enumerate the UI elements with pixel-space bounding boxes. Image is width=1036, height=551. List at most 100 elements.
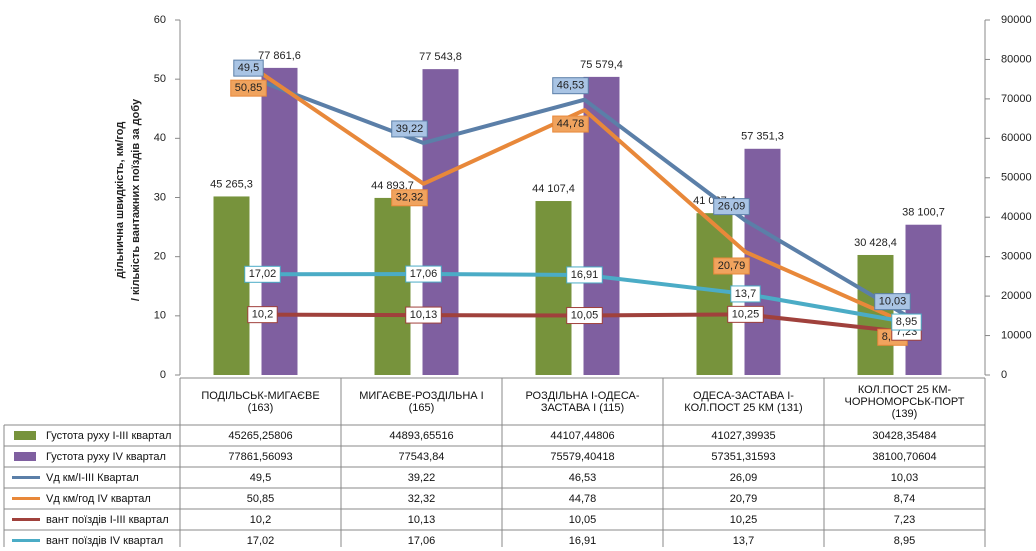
bar-label: 44 893,7: [371, 180, 414, 192]
table-cell: 17,06: [407, 534, 436, 547]
label-box: [405, 265, 442, 283]
x-tick-label: КОЛ.ПОСТ 25 КМ- ЧОРНОМОРСЬК-ПОРТ (139): [844, 383, 965, 420]
table-cell: 13,7: [732, 534, 755, 547]
table-cell: 10,25: [729, 513, 758, 526]
legend-label: Vд км/I-III Квартал: [46, 471, 139, 484]
table-cell: 44107,44806: [550, 429, 615, 442]
table-cell: 75579,40418: [550, 450, 615, 463]
table-cell: 32,32: [407, 492, 436, 505]
line-label: 16,91: [571, 269, 599, 281]
bar: [374, 197, 411, 375]
line: [261, 72, 908, 326]
line-label: 20,79: [718, 260, 746, 272]
table-cell: 17,02: [246, 534, 275, 547]
table-cell: 10,05: [568, 513, 597, 526]
bar-label: 75 579,4: [580, 59, 623, 71]
y-tick-label: 40: [154, 132, 166, 144]
table-cell: 46,53: [568, 471, 597, 484]
label-box: [552, 77, 589, 95]
line-label: 26,09: [718, 201, 746, 213]
bar-label: 44 107,4: [532, 183, 575, 195]
line-label: 32,32: [396, 192, 424, 204]
line-label: 50,85: [235, 82, 263, 94]
legend-label: Густота руху IV квартал: [46, 450, 166, 463]
label-box: [405, 306, 442, 324]
label-box: [391, 120, 428, 138]
y2-tick-label: 10000: [1001, 329, 1032, 341]
table-cell: 44,78: [568, 492, 597, 505]
y-axis-label: / кількість вантажних поїздів за добу: [130, 98, 142, 301]
y-tick-label: 30: [154, 191, 166, 203]
table-cell: 26,09: [729, 471, 758, 484]
x-tick-label: МИГАЄВЕ-РОЗДІЛЬНА I (165): [359, 389, 484, 414]
table-cell: 38100,70604: [872, 450, 937, 463]
bar-label: 38 100,7: [902, 207, 945, 219]
y2-tick-label: 60000: [1001, 132, 1032, 144]
y2-tick-label: 0: [1001, 369, 1007, 381]
legend-label: вант поїздів I-III квартал: [46, 513, 169, 526]
line-label: 17,02: [249, 268, 277, 280]
label-box: [713, 198, 750, 216]
y2-tick-label: 30000: [1001, 251, 1032, 263]
y-tick-label: 10: [154, 310, 166, 322]
table-cell: 39,22: [407, 471, 436, 484]
table-cell: 8,74: [893, 492, 916, 505]
table-cell: 57351,31593: [711, 450, 776, 463]
table-cell: 8,95: [893, 534, 916, 547]
label-box: [247, 306, 278, 324]
table-cell: 10,03: [890, 471, 919, 484]
bar-label: 57 351,3: [741, 131, 784, 143]
bar: [744, 148, 781, 375]
bar-label: 45 265,3: [210, 178, 253, 190]
x-tick-label: РОЗДІЛЬНА I-ОДЕСА- ЗАСТАВА I (115): [525, 389, 640, 414]
y-tick-label: 0: [160, 369, 166, 381]
y2-tick-label: 50000: [1001, 172, 1032, 184]
bar-label: 30 428,4: [854, 237, 897, 249]
table-cell: 16,91: [568, 534, 597, 547]
y-axis-label: дільнична швидкість, км/год: [114, 122, 126, 279]
line-label: 46,53: [557, 80, 585, 92]
legend-label: Густота руху I-III квартал: [46, 429, 172, 442]
table-cell: 77543,84: [398, 450, 445, 463]
line-label: 10,25: [732, 308, 760, 320]
line-label: 10,13: [410, 309, 438, 321]
y2-tick-label: 70000: [1001, 93, 1032, 105]
table-cell: 7,23: [893, 513, 916, 526]
legend-key: [14, 431, 36, 440]
line-label: 10,05: [571, 309, 599, 321]
table-cell: 77861,56093: [228, 450, 293, 463]
line: [261, 80, 908, 318]
table-cell: 44893,65516: [389, 429, 454, 442]
y2-tick-label: 80000: [1001, 53, 1032, 65]
label-box: [730, 285, 761, 303]
bar: [696, 213, 733, 375]
line-label: 49,5: [238, 62, 259, 74]
table-cell: 30428,35484: [872, 429, 937, 442]
x-tick-label: ПОДІЛЬСЬК-МИГАЄВЕ (163): [201, 389, 320, 414]
label-box: [233, 59, 264, 77]
label-box: [713, 257, 750, 275]
y-tick-label: 50: [154, 73, 166, 85]
line-label: 8,95: [896, 316, 917, 328]
legend-label: Vд км/год IV квартал: [46, 492, 151, 505]
legend-label: вант поїздів IV квартал: [46, 534, 164, 547]
legend-key: [14, 452, 36, 461]
label-box: [566, 266, 603, 284]
line-label: 10,03: [879, 296, 907, 308]
table-cell: 45265,25806: [228, 429, 293, 442]
label-box: [891, 313, 922, 331]
table-cell: 10,2: [249, 513, 272, 526]
bar: [261, 67, 298, 376]
y2-tick-label: 40000: [1001, 211, 1032, 223]
x-tick-label: ОДЕСА-ЗАСТАВА I- КОЛ.ПОСТ 25 КМ (131): [684, 389, 803, 414]
label-box: [230, 79, 267, 97]
label-box: [244, 265, 281, 283]
bar-label: 77 861,6: [258, 50, 301, 62]
table-cell: 10,13: [407, 513, 436, 526]
label-box: [874, 293, 911, 311]
line-label: 10,2: [252, 309, 273, 321]
table-cell: 50,85: [246, 492, 275, 505]
y2-tick-label: 90000: [1001, 14, 1032, 26]
line-label: 39,22: [396, 123, 424, 135]
